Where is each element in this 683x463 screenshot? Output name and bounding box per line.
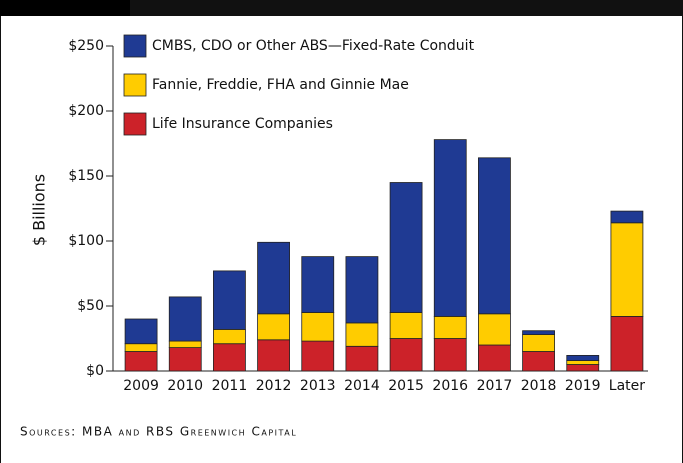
bar-segment	[389, 182, 423, 313]
bar-segment	[610, 210, 644, 224]
x-tick-label: 2009	[123, 378, 159, 394]
bar-segment	[213, 343, 246, 372]
bar-segment	[610, 315, 644, 372]
bar-segment	[257, 241, 290, 315]
source-note: Sources: MBA and RBS Greenwich Capital	[20, 425, 297, 439]
bar-segment	[124, 343, 158, 352]
bar-segment	[566, 364, 600, 372]
bar-segment	[213, 328, 246, 345]
bar-segment	[124, 351, 158, 372]
header-band	[0, 0, 683, 16]
y-tick-label: $100	[68, 233, 104, 249]
header-tab	[0, 0, 130, 16]
x-tick-label: 2014	[344, 378, 380, 394]
bar-segment	[257, 313, 290, 341]
x-tick-label: 2018	[521, 378, 557, 394]
y-tick-label: $200	[68, 103, 104, 119]
bar-segment	[478, 313, 511, 346]
x-tick-label: 2010	[167, 378, 203, 394]
x-tick-label: 2011	[212, 378, 248, 394]
bar-segment	[257, 339, 290, 372]
legend-label: CMBS, CDO or Other ABS—Fixed-Rate Condui…	[152, 38, 475, 54]
legend-swatch	[123, 34, 147, 58]
bar-segment	[124, 318, 158, 345]
x-tick-label: Later	[609, 378, 645, 394]
bar-segment	[478, 157, 511, 315]
x-tick-label: 2012	[256, 378, 292, 394]
legend-label: Fannie, Freddie, FHA and Ginnie Mae	[152, 77, 409, 93]
y-tick-label: $50	[77, 298, 104, 314]
bar-segment	[522, 330, 555, 336]
x-tick-label: 2016	[432, 378, 468, 394]
x-tick-label: 2017	[477, 378, 513, 394]
bar-segment	[301, 256, 335, 313]
bar-segment	[168, 340, 202, 349]
bar-segment	[389, 338, 423, 372]
x-tick-label: 2019	[565, 378, 601, 394]
bar-segment	[433, 338, 467, 372]
x-tick-label: 2015	[388, 378, 424, 394]
bar-segment	[522, 351, 555, 372]
bar-segment	[168, 296, 202, 342]
bar-segment	[345, 322, 379, 347]
bar-segment	[168, 347, 202, 372]
y-tick-label: $250	[68, 38, 104, 54]
bar-segment	[433, 315, 467, 339]
y-tick-label: $150	[68, 168, 104, 184]
y-axis-label: $ Billions	[30, 174, 49, 246]
bar-segment	[610, 222, 644, 317]
bar-segment	[478, 344, 511, 372]
legend-swatch	[123, 112, 147, 136]
x-tick-label: 2013	[300, 378, 336, 394]
bar-segment	[566, 360, 600, 365]
bar-segment	[345, 256, 379, 324]
legend-label: Life Insurance Companies	[152, 116, 333, 132]
bar-segment	[522, 334, 555, 352]
bar-segment	[389, 312, 423, 339]
bar-segment	[301, 340, 335, 372]
bar-segment	[433, 139, 467, 317]
y-tick-label: $0	[86, 363, 104, 379]
bar-segment	[301, 312, 335, 342]
bar-segment	[213, 270, 246, 330]
legend-swatch	[123, 73, 147, 97]
bar-segment	[345, 345, 379, 372]
bar-segment	[566, 354, 600, 361]
